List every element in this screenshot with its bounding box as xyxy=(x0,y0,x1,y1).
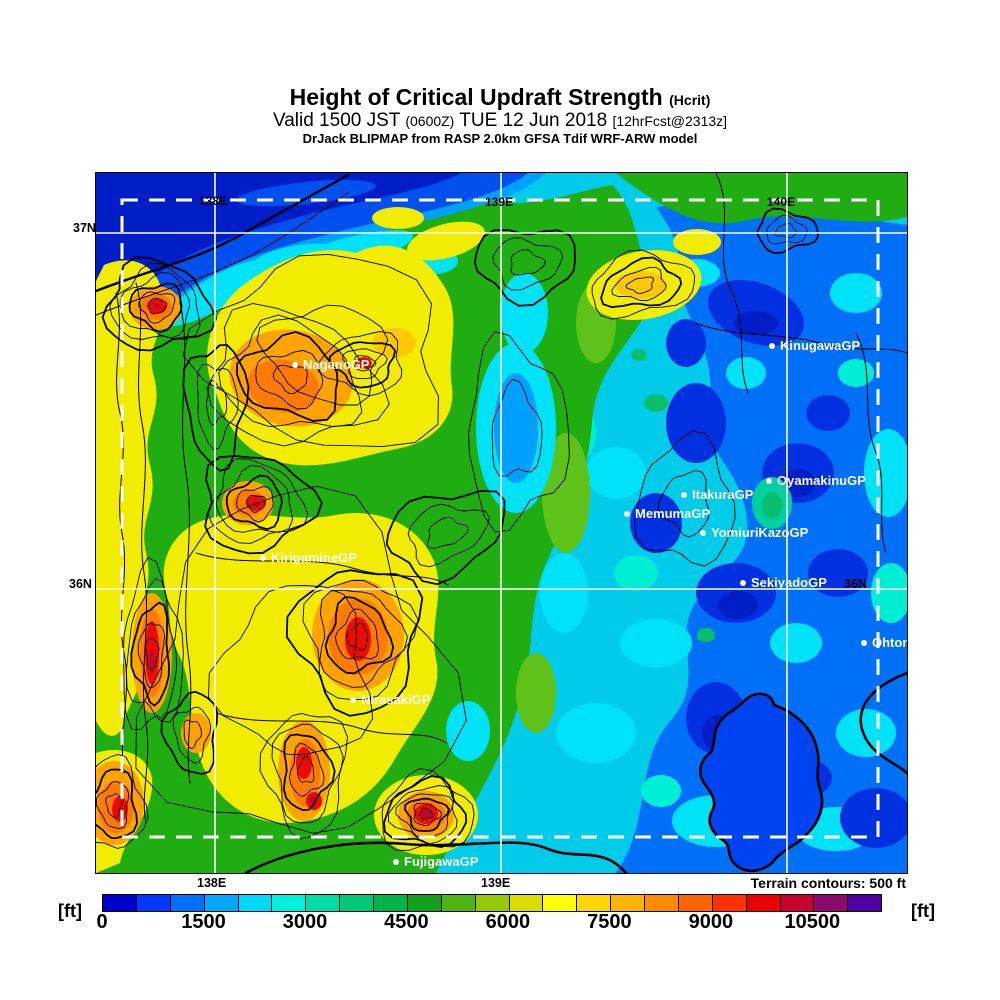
site-label: NaganoGP xyxy=(292,357,369,372)
colorbar-segment xyxy=(644,895,678,911)
colorbar-segment xyxy=(677,895,712,911)
site-label-text: NaganoGP xyxy=(303,357,370,372)
colorbar-segment xyxy=(508,895,543,911)
site-label: YomiuriKazoGP xyxy=(700,525,808,540)
lat-label: 37N xyxy=(73,221,96,235)
colorbar-segment xyxy=(339,895,373,911)
colorbar-segment xyxy=(373,895,407,911)
site-label-text: OhtoneGP xyxy=(872,635,907,650)
colorbar-tick: 7500 xyxy=(587,911,632,933)
model-line: DrJack BLIPMAP from RASP 2.0km GFSA Tdif… xyxy=(302,131,698,146)
colorbar-segment xyxy=(813,895,848,911)
colorbar-segment xyxy=(474,895,509,911)
site-marker-dot xyxy=(350,697,356,703)
site-label: OyamakinuGP xyxy=(766,473,866,488)
colorbar-segment xyxy=(203,895,238,911)
colorbar-segment xyxy=(745,895,780,911)
colorbar-segment xyxy=(576,895,611,911)
page-title: Height of Critical Updraft Strength (Hcr… xyxy=(0,84,1000,111)
title-suffix: (Hcrit) xyxy=(669,92,711,108)
colorbar-segment xyxy=(779,895,814,911)
colorbar xyxy=(102,894,882,912)
site-label-text: KinugawaGP xyxy=(780,338,861,353)
colorbar-segment xyxy=(440,895,475,911)
valid-forecast-tag: [12hrFcst@2313z] xyxy=(612,113,728,129)
site-marker-dot xyxy=(260,555,266,561)
lon-label: 138E xyxy=(199,194,228,208)
unit-label-left: [ft] xyxy=(58,901,82,921)
site-marker-dot xyxy=(769,343,775,349)
blipmap-contour-map: NaganoGP KirigamineGP NirasakiGP FujigawaGP… xyxy=(95,172,908,874)
site-marker-dot xyxy=(766,478,772,484)
colorbar-tick: 1500 xyxy=(181,911,226,933)
colorbar-tick: 6000 xyxy=(485,911,531,933)
valid-pre: Valid 1500 JST xyxy=(272,110,401,131)
colorbar-segment xyxy=(305,895,340,911)
colorbar-segment xyxy=(135,895,170,911)
colorbar-tick: 10500 xyxy=(784,911,841,933)
site-marker-dot xyxy=(393,859,399,865)
colorbar-segment xyxy=(271,895,306,911)
colorbar-segment xyxy=(406,895,441,911)
site-label-text: OyamakinuGP xyxy=(777,473,866,488)
colorbar-tick: 4500 xyxy=(384,911,429,933)
lon-label: 140E xyxy=(767,195,796,209)
valid-date: TUE 12 Jun 2018 xyxy=(459,110,608,131)
colorbar-segment xyxy=(542,895,577,911)
site-label-text: NirasakiGP xyxy=(361,692,431,707)
site-label: KirigamineGP xyxy=(260,550,357,565)
site-marker-dot xyxy=(624,511,630,517)
lat-label: 36N xyxy=(844,577,867,591)
colorbar-segment xyxy=(237,895,272,911)
site-marker-dot xyxy=(681,492,687,498)
valid-time-line: Valid 1500 JST (0600Z) TUE 12 Jun 2018 [… xyxy=(0,110,1000,132)
site-marker-dot xyxy=(700,530,706,536)
colorbar-tick: 9000 xyxy=(688,911,734,933)
site-label-text: KirigamineGP xyxy=(271,550,357,565)
colorbar-segment xyxy=(847,895,882,911)
site-label: MemumaGP xyxy=(624,506,710,521)
valid-zulu: (0600Z) xyxy=(405,113,455,129)
colorbar-segment xyxy=(610,895,644,911)
site-label: SekiyadoGP xyxy=(740,575,827,590)
lon-label-bottom: 139E xyxy=(481,876,511,890)
colorbar-tick: 3000 xyxy=(282,911,328,933)
site-label: KinugawaGP xyxy=(769,338,860,353)
site-label: OhtoneGP xyxy=(861,635,907,650)
site-label: ItakuraGP xyxy=(681,487,753,502)
site-marker-dot xyxy=(292,362,298,368)
lat-label: 36N xyxy=(69,577,92,591)
terrain-contours-note: Terrain contours: 500 ft xyxy=(750,875,906,891)
unit-label-right: [ft] xyxy=(911,901,935,921)
site-label: NirasakiGP xyxy=(350,692,430,707)
site-label-text: ItakuraGP xyxy=(692,487,754,502)
site-label: FujigawaGP xyxy=(393,854,478,869)
lon-label: 139E xyxy=(485,195,514,209)
site-label-text: FujigawaGP xyxy=(404,854,479,869)
site-marker-dot xyxy=(861,640,867,646)
site-label-text: MemumaGP xyxy=(635,506,711,521)
colorbar-segment xyxy=(169,895,204,911)
site-marker-dot xyxy=(740,580,746,586)
contour-art xyxy=(96,173,907,873)
site-label-text: SekiyadoGP xyxy=(751,575,827,590)
lon-label-bottom: 138E xyxy=(197,876,227,890)
colorbar-segment xyxy=(711,895,746,911)
colorbar-segment xyxy=(103,895,136,911)
site-label-text: YomiuriKazoGP xyxy=(711,525,809,540)
colorbar-tick: 0 xyxy=(96,911,108,933)
title-main: Height of Critical Updraft Strength xyxy=(289,84,663,110)
